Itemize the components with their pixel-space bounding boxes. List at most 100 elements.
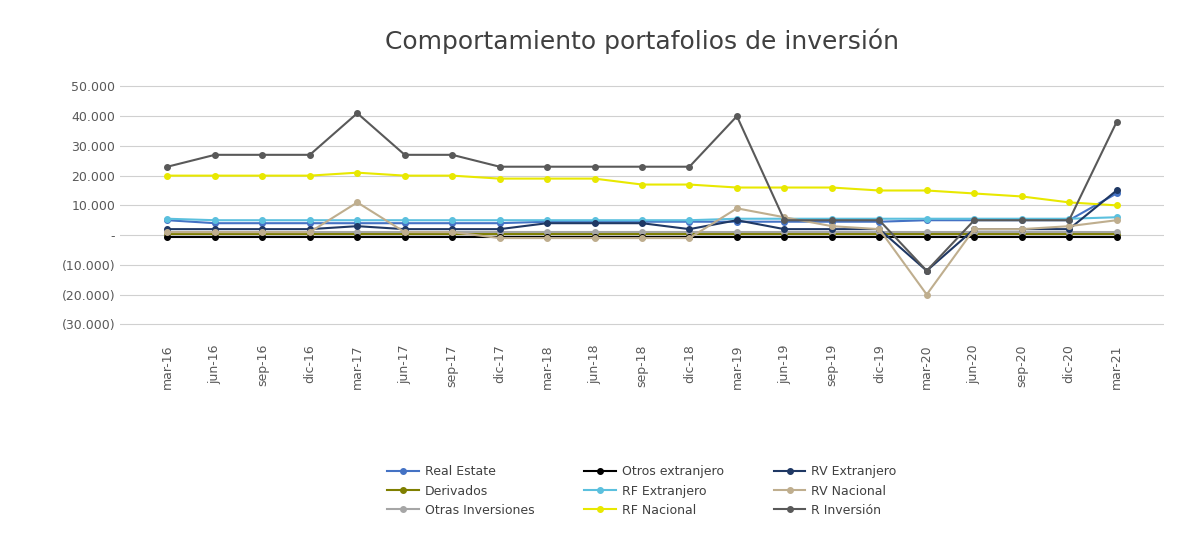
RF Nacional (492, 176, 506, 182)
Real Estate (256, 220, 270, 226)
R Inversión (1014, 217, 1028, 224)
R Inversión (730, 113, 744, 119)
RV Extranjero (161, 226, 175, 232)
RV Nacional (824, 223, 839, 229)
R Inversión (302, 152, 317, 158)
RF Extranjero (492, 217, 506, 224)
RV Nacional (540, 235, 554, 241)
Otros extranjero (1014, 233, 1028, 240)
RF Extranjero (824, 216, 839, 222)
RF Nacional (161, 172, 175, 179)
Title: Comportamiento portafolios de inversión: Comportamiento portafolios de inversión (385, 28, 899, 54)
Otros extranjero (919, 233, 934, 240)
RF Nacional (1014, 193, 1028, 200)
Legend: Real Estate, Derivados, Otras Inversiones, Otros extranjero, RF Extranjero, RF N: Real Estate, Derivados, Otras Inversione… (383, 460, 901, 522)
Derivados (492, 230, 506, 237)
Otras Inversiones (302, 229, 317, 235)
RF Nacional (872, 187, 887, 194)
RV Extranjero (445, 226, 460, 232)
RV Nacional (872, 226, 887, 232)
RF Extranjero (1014, 216, 1028, 222)
RV Extranjero (540, 220, 554, 226)
RF Extranjero (778, 216, 792, 222)
Otros extranjero (1109, 233, 1123, 240)
Otras Inversiones (872, 229, 887, 235)
RV Extranjero (778, 226, 792, 232)
Real Estate (967, 217, 982, 224)
RF Nacional (445, 172, 460, 179)
RV Extranjero (208, 226, 222, 232)
Otras Inversiones (397, 229, 412, 235)
Line: Otros extranjero: Otros extranjero (164, 234, 1120, 240)
RV Nacional (587, 235, 601, 241)
Line: R Inversión: R Inversión (164, 110, 1120, 274)
Otros extranjero (967, 233, 982, 240)
RV Extranjero (587, 220, 601, 226)
Otros extranjero (208, 233, 222, 240)
Otras Inversiones (492, 229, 506, 235)
RV Nacional (492, 235, 506, 241)
R Inversión (824, 217, 839, 224)
R Inversión (256, 152, 270, 158)
Real Estate (824, 218, 839, 225)
RF Nacional (824, 184, 839, 191)
Otras Inversiones (350, 229, 365, 235)
RV Extranjero (492, 226, 506, 232)
R Inversión (919, 267, 934, 274)
Otros extranjero (872, 233, 887, 240)
RV Nacional (208, 229, 222, 235)
Derivados (1109, 230, 1123, 237)
R Inversión (540, 164, 554, 170)
RV Nacional (730, 205, 744, 212)
R Inversión (492, 164, 506, 170)
RF Extranjero (730, 216, 744, 222)
Derivados (778, 230, 792, 237)
RF Extranjero (302, 217, 317, 224)
R Inversión (445, 152, 460, 158)
RF Nacional (919, 187, 934, 194)
RV Nacional (967, 226, 982, 232)
RF Nacional (730, 184, 744, 191)
Real Estate (208, 220, 222, 226)
RF Extranjero (208, 217, 222, 224)
R Inversión (872, 217, 887, 224)
R Inversión (350, 110, 365, 117)
RV Extranjero (967, 226, 982, 232)
Derivados (445, 230, 460, 237)
Line: Derivados: Derivados (164, 231, 1120, 236)
Otros extranjero (635, 233, 649, 240)
RF Nacional (397, 172, 412, 179)
RV Extranjero (683, 226, 697, 232)
RF Nacional (587, 176, 601, 182)
R Inversión (397, 152, 412, 158)
RF Extranjero (445, 217, 460, 224)
Otros extranjero (730, 233, 744, 240)
Otras Inversiones (730, 229, 744, 235)
Real Estate (397, 220, 412, 226)
Otras Inversiones (967, 229, 982, 235)
RF Nacional (778, 184, 792, 191)
RV Nacional (635, 235, 649, 241)
RF Nacional (302, 172, 317, 179)
Otras Inversiones (778, 229, 792, 235)
RV Nacional (445, 229, 460, 235)
Derivados (161, 230, 175, 237)
R Inversión (683, 164, 697, 170)
Otros extranjero (397, 233, 412, 240)
RF Extranjero (350, 217, 365, 224)
Derivados (635, 230, 649, 237)
RV Nacional (350, 199, 365, 206)
Real Estate (587, 218, 601, 225)
Otros extranjero (302, 233, 317, 240)
RV Nacional (1014, 226, 1028, 232)
RV Nacional (778, 214, 792, 220)
Derivados (967, 230, 982, 237)
RV Nacional (1062, 223, 1076, 229)
R Inversión (587, 164, 601, 170)
RV Nacional (256, 229, 270, 235)
Otros extranjero (778, 233, 792, 240)
Line: RF Extranjero: RF Extranjero (164, 214, 1120, 223)
RF Extranjero (397, 217, 412, 224)
Otros extranjero (587, 233, 601, 240)
Otros extranjero (256, 233, 270, 240)
